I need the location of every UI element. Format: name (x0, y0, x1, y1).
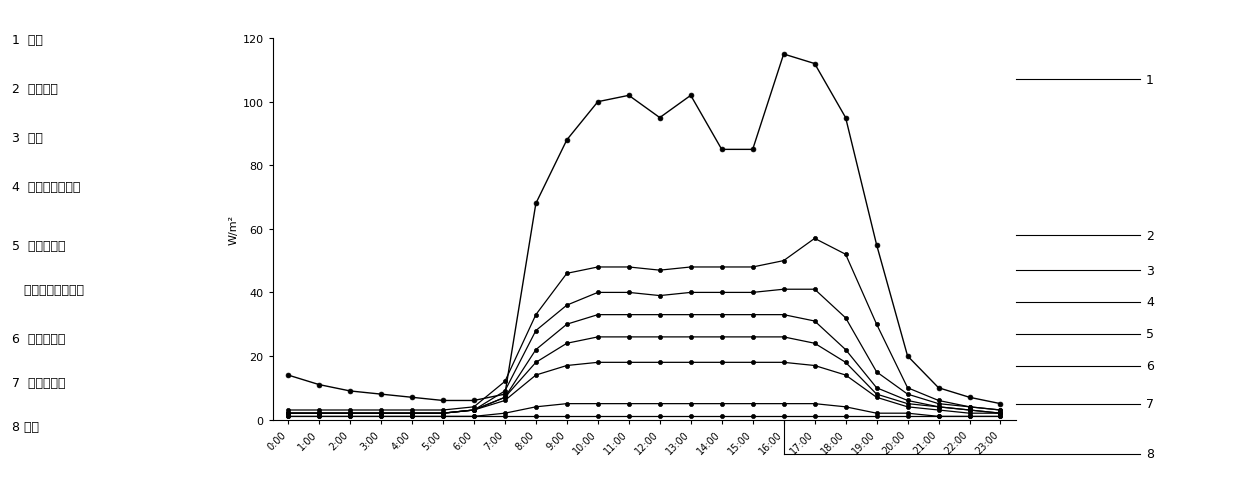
Text: 7  办公制冷站: 7 办公制冷站 (12, 376, 66, 389)
Text: 4  办公（含空调）: 4 办公（含空调） (12, 181, 81, 194)
Text: 5: 5 (1146, 327, 1154, 341)
Text: 5  商场制冷站: 5 商场制冷站 (12, 239, 66, 252)
Text: 2  娱乐电玩: 2 娱乐电玩 (12, 83, 58, 96)
Text: 6: 6 (1146, 359, 1154, 372)
Text: 1: 1 (1146, 74, 1154, 87)
Text: 8 车库: 8 车库 (12, 420, 40, 433)
Text: 4: 4 (1146, 296, 1154, 309)
Text: 3  零售: 3 零售 (12, 132, 43, 145)
Text: 2: 2 (1146, 229, 1154, 242)
Text: 1  餐饮: 1 餐饮 (12, 34, 43, 47)
Text: 3: 3 (1146, 264, 1154, 277)
Text: （单位空调面积）: （单位空调面积） (12, 283, 84, 296)
Y-axis label: W/m²: W/m² (228, 214, 238, 244)
Text: 8: 8 (1146, 447, 1154, 460)
Text: 7: 7 (1146, 397, 1154, 410)
Text: 6  小型办公类: 6 小型办公类 (12, 332, 66, 345)
